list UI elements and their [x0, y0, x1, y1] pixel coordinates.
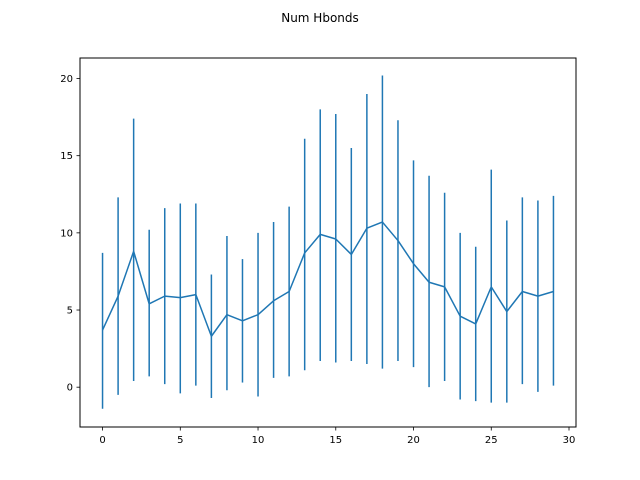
plot-area: [101, 75, 555, 409]
y-tick-label-0: 0: [67, 383, 73, 394]
x-tick-label-25: 25: [485, 435, 498, 446]
series-line-0: [101, 221, 554, 337]
y-tick-label-10: 10: [60, 228, 73, 239]
x-tick-label-30: 30: [563, 435, 576, 446]
chart-title: Num Hbonds: [281, 11, 359, 25]
x-tick-label-10: 10: [252, 435, 265, 446]
axes-frame: [79, 57, 577, 428]
y-tick-label-15: 15: [60, 151, 73, 162]
x-tick-label-5: 5: [177, 435, 183, 446]
y-tick-label-20: 20: [60, 74, 73, 85]
x-tick-label-15: 15: [329, 435, 342, 446]
axes: 0 5 10 15 20 25 30 0 5 10 15 20: [60, 74, 575, 446]
y-tick-label-5: 5: [67, 306, 73, 317]
x-tick-label-0: 0: [99, 435, 105, 446]
x-tick-label-20: 20: [407, 435, 420, 446]
